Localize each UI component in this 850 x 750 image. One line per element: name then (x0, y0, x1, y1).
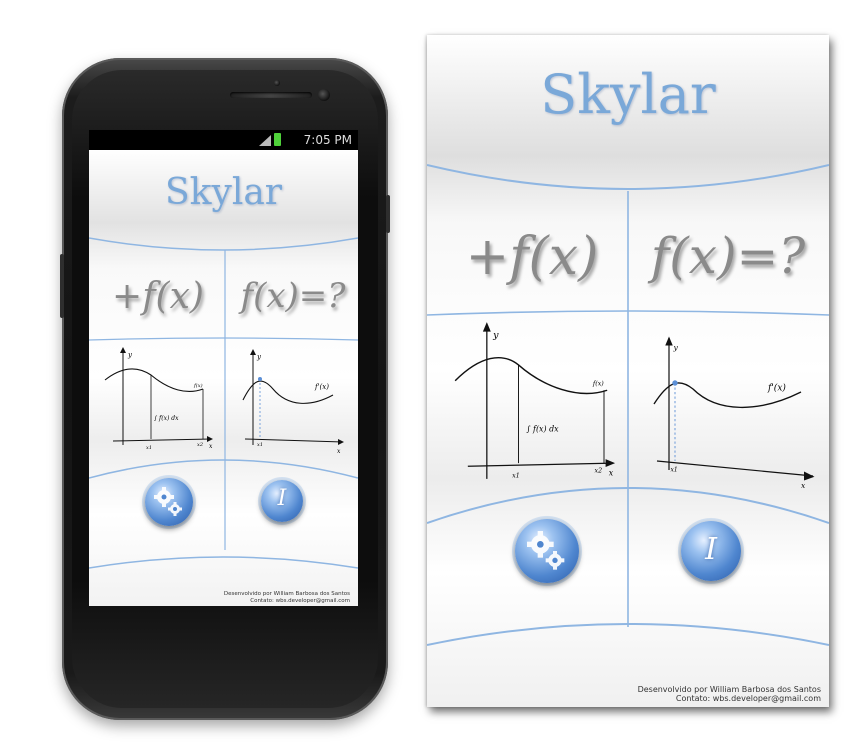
front-camera (318, 89, 330, 101)
integral-graph-x1-label: x1 (512, 471, 520, 479)
integral-graph-x1-label: x1 (146, 445, 152, 451)
signal-icon (259, 135, 271, 146)
integral-button[interactable]: +f(x) (112, 276, 204, 317)
footer-credits: Desenvolvido por William Barbosa dos San… (638, 685, 821, 703)
integral-graph-x2-label: x2 (595, 468, 603, 475)
status-time: 7:05 PM (303, 133, 352, 147)
integral-graph-fx-label: f(x) (193, 382, 203, 389)
settings-button[interactable] (145, 478, 193, 526)
app-title: Skylar (165, 172, 282, 213)
integral-graph[interactable]: y f(x) ∫ f(x) dx x1 x2 x (99, 345, 219, 455)
integral-graph-fx-label: f(x) (592, 380, 604, 388)
derivative-graph-x1-label: x1 (671, 467, 678, 474)
phone-app-screen: Skylar +f(x) f(x)=? y f(x) ∫ f(x) dx x1 … (89, 150, 358, 606)
power-button (386, 195, 390, 233)
derivative-graph-x-label: x (801, 481, 806, 490)
integral-graph-integral-label: ∫ f(x) dx (154, 415, 179, 422)
derivative-graph-y-label: y (673, 343, 679, 352)
gears-icon (154, 487, 182, 516)
volume-button (60, 254, 64, 318)
settings-button[interactable] (515, 519, 579, 583)
app-title: Skylar (540, 63, 716, 126)
integral-graph-x-label: x (209, 443, 213, 450)
screen-dividers (89, 237, 358, 569)
integral-graph[interactable]: y f(x) ∫ f(x) dx x1 x2 x (433, 317, 623, 492)
footer-developer: Desenvolvido por William Barbosa dos San… (637, 684, 821, 694)
derivative-button[interactable]: f(x)=? (650, 227, 806, 285)
gears-icon (527, 531, 565, 570)
battery-icon (274, 133, 281, 146)
footer-contact: Contato: wbs.developer@gmail.com (675, 693, 821, 703)
derivative-graph-x1-label: x1 (257, 442, 263, 448)
derivative-graph-x-label: x (337, 448, 341, 455)
footer-contact: Contato: wbs.developer@gmail.com (250, 597, 350, 604)
integral-graph-x-label: x (609, 469, 614, 478)
derivative-graph-fprime-label: f'(x) (767, 383, 786, 394)
status-bar: 7:05 PM (89, 130, 358, 150)
derivative-graph-y-label: y (256, 353, 262, 361)
integral-graph-integral-label: ∫ f(x) dx (526, 424, 559, 433)
info-button[interactable]: I (681, 521, 741, 581)
proximity-sensor (274, 80, 280, 86)
derivative-graph[interactable]: y f'(x) x1 x (645, 321, 825, 496)
integral-graph-y-label: y (492, 330, 499, 341)
integral-graph-x2-label: x2 (197, 442, 203, 448)
derivative-button[interactable]: f(x)=? (240, 276, 346, 316)
footer-developer: Desenvolvido por William Barbosa dos San… (223, 591, 350, 598)
info-icon: I (705, 532, 717, 567)
info-button[interactable]: I (261, 480, 303, 522)
footer-credits: Desenvolvido por William Barbosa dos San… (224, 591, 350, 604)
derivative-graph[interactable]: y f'(x) x1 x (233, 345, 353, 455)
integral-graph-y-label: y (127, 351, 133, 359)
integral-button[interactable]: +f(x) (465, 227, 599, 287)
derivative-graph-fprime-label: f'(x) (314, 383, 329, 391)
app-screen-large: Skylar +f(x) f(x)=? y f(x) ∫ f(x) dx x1 … (427, 35, 829, 707)
earpiece-speaker (230, 92, 312, 98)
info-icon: I (277, 486, 287, 511)
screen-dividers (427, 164, 829, 646)
